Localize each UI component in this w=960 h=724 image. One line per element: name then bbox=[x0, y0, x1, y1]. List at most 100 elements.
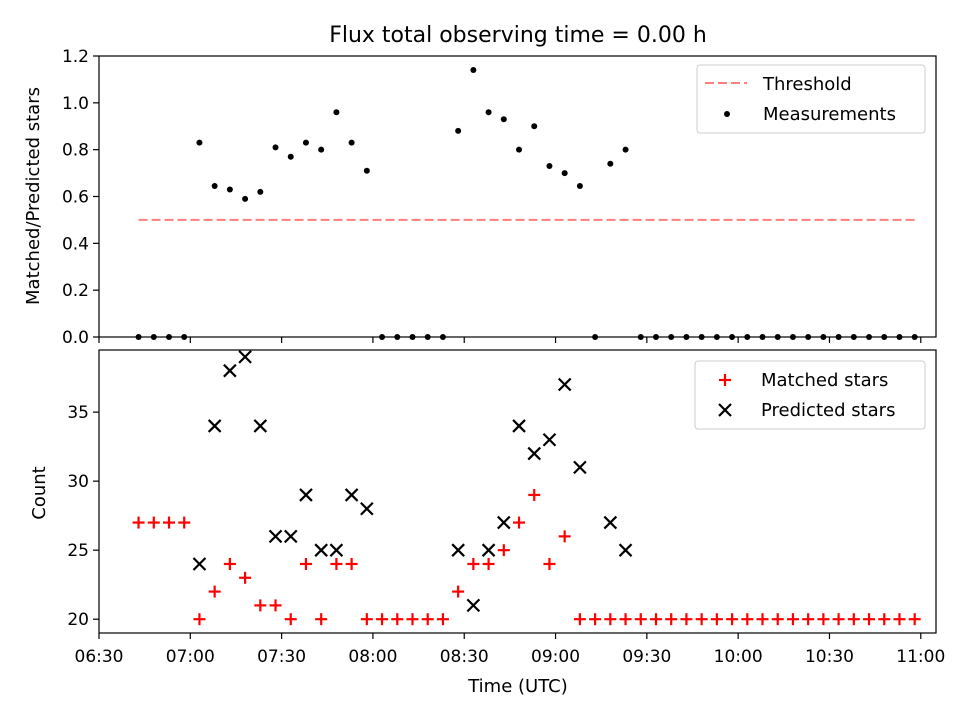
matched-star-point bbox=[726, 613, 739, 626]
measurement-point bbox=[135, 334, 142, 340]
predicted-star-point bbox=[451, 543, 465, 557]
measurement-point bbox=[424, 334, 431, 340]
x-tick-label: 11:00 bbox=[896, 647, 945, 667]
predicted-legend-swatch bbox=[718, 403, 732, 417]
measurement-point bbox=[789, 334, 796, 340]
matched-star-point bbox=[147, 516, 160, 529]
top-y-tick-label: 0.4 bbox=[62, 234, 89, 254]
chart-title: Flux total observing time = 0.00 h bbox=[329, 23, 707, 48]
measurement-point bbox=[516, 146, 523, 153]
measurement-point bbox=[759, 334, 766, 340]
matched-star-point bbox=[132, 516, 145, 529]
measurement-point bbox=[166, 334, 173, 340]
matched-legend-swatch bbox=[719, 374, 731, 386]
matched-star-point bbox=[649, 613, 662, 626]
measurement-point bbox=[592, 334, 599, 340]
matched-star-point bbox=[178, 516, 191, 529]
predicted-star-point bbox=[557, 377, 572, 392]
predicted-star-point bbox=[329, 543, 344, 557]
measurement-point bbox=[470, 67, 477, 74]
measurement-point bbox=[485, 109, 492, 116]
matched-star-point bbox=[163, 516, 176, 529]
measurement-point bbox=[835, 334, 842, 340]
matched-star-point bbox=[634, 613, 647, 626]
x-tick-label: 10:00 bbox=[714, 647, 763, 667]
measurement-point bbox=[287, 153, 294, 160]
matched-star-point bbox=[315, 613, 328, 626]
measurement-point bbox=[394, 334, 401, 340]
measurement-point bbox=[196, 139, 203, 146]
top-y-tick-label: 1.2 bbox=[62, 47, 89, 67]
matched-star-point bbox=[467, 557, 480, 570]
predicted-star-point bbox=[192, 557, 207, 571]
predicted-star-point bbox=[268, 529, 283, 544]
measurement-point bbox=[500, 116, 507, 123]
bottom-legend-box bbox=[694, 360, 926, 430]
threshold-legend-label: Threshold bbox=[762, 74, 852, 95]
matched-star-point bbox=[741, 613, 754, 626]
x-tick-label: 06:30 bbox=[75, 647, 124, 667]
matched-star-point bbox=[893, 613, 906, 626]
predicted-star-point bbox=[207, 419, 222, 433]
bottom-panel: 20 25 30 35 06:30 07:00 07:30 08:00 08:30 09:00 09… bbox=[67, 349, 945, 667]
matched-legend-label: Matched stars bbox=[761, 370, 888, 391]
measurement-point bbox=[683, 334, 690, 340]
x-tick-label: 07:00 bbox=[166, 647, 215, 667]
measurement-point bbox=[774, 334, 781, 340]
measurements-legend-swatch bbox=[724, 111, 730, 117]
bottom-y-axis-label: Count bbox=[29, 466, 50, 519]
predicted-star-point bbox=[223, 363, 237, 378]
top-y-tick-label: 0.6 bbox=[62, 188, 89, 208]
measurement-point bbox=[698, 334, 705, 340]
matched-star-point bbox=[421, 613, 434, 626]
measurement-point bbox=[242, 195, 249, 202]
matched-star-point bbox=[406, 613, 419, 626]
top-y-tick-label: 0.0 bbox=[62, 328, 89, 348]
matched-star-point bbox=[847, 613, 860, 626]
matched-star-point bbox=[558, 530, 571, 543]
predicted-star-point bbox=[573, 460, 587, 475]
matched-star-point bbox=[254, 599, 267, 612]
measurement-point bbox=[409, 334, 416, 340]
matched-star-point bbox=[528, 488, 541, 501]
top-y-tick-label: 0.8 bbox=[62, 141, 89, 161]
top-panel: 0.0 0.2 0.4 0.6 0.8 1.0 1.2 Threshold Measuremen… bbox=[62, 47, 937, 348]
matched-star-point bbox=[269, 599, 282, 612]
measurement-point bbox=[455, 127, 462, 134]
matched-star-point bbox=[391, 613, 404, 626]
measurement-point bbox=[622, 146, 629, 153]
predicted-star-point bbox=[344, 488, 359, 502]
top-y-tick-label: 1.0 bbox=[62, 94, 89, 114]
predicted-star-point bbox=[466, 598, 481, 613]
matched-star-point bbox=[665, 613, 678, 626]
bottom-y-tick-label: 25 bbox=[67, 541, 89, 561]
predicted-star-point bbox=[283, 529, 298, 544]
matched-star-point bbox=[284, 613, 297, 626]
measurement-point bbox=[546, 163, 553, 170]
measurement-point bbox=[211, 182, 218, 189]
measurement-point bbox=[302, 139, 309, 146]
matched-star-point bbox=[543, 557, 556, 570]
matched-star-point bbox=[497, 544, 510, 557]
matched-star-point bbox=[436, 613, 449, 626]
measurement-point bbox=[805, 334, 812, 340]
bottom-y-tick-label: 35 bbox=[67, 403, 89, 423]
x-tick-label: 08:00 bbox=[348, 647, 397, 667]
matched-star-point bbox=[695, 613, 708, 626]
predicted-legend-label: Predicted stars bbox=[761, 400, 895, 421]
measurement-point bbox=[348, 139, 355, 146]
measurements-legend-label: Measurements bbox=[763, 104, 896, 125]
x-tick-label: 08:30 bbox=[440, 647, 489, 667]
measurement-point bbox=[850, 334, 857, 340]
measurement-point bbox=[866, 334, 873, 340]
matched-star-point bbox=[908, 613, 921, 626]
top-y-axis-label: Matched/Predicted stars bbox=[23, 87, 44, 305]
predicted-star-point bbox=[253, 419, 268, 433]
matched-star-point bbox=[513, 516, 526, 529]
matched-star-point bbox=[223, 557, 236, 570]
matched-star-point bbox=[330, 557, 343, 570]
matched-star-point bbox=[756, 613, 769, 626]
matched-star-point bbox=[193, 613, 206, 626]
